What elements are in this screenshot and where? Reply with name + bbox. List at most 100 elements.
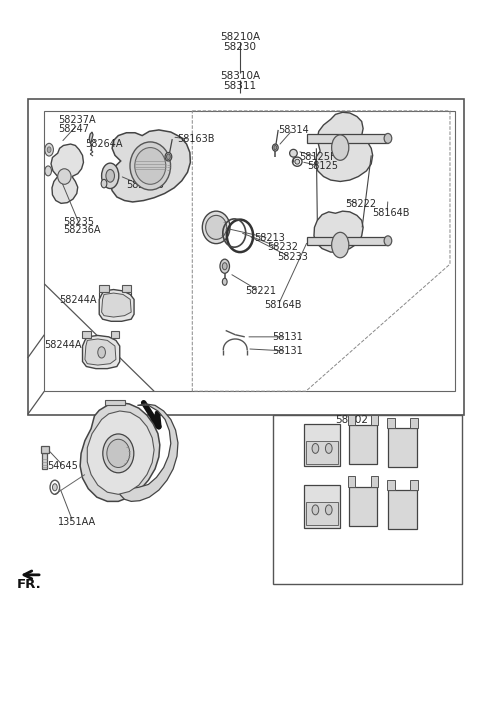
Circle shape <box>332 135 349 160</box>
Ellipse shape <box>202 211 230 244</box>
Circle shape <box>45 143 53 156</box>
Text: 58244A: 58244A <box>44 340 82 350</box>
Ellipse shape <box>165 152 172 161</box>
Ellipse shape <box>273 144 278 151</box>
Circle shape <box>274 145 277 150</box>
Text: 58210A: 58210A <box>220 32 260 42</box>
Ellipse shape <box>103 434 134 473</box>
Ellipse shape <box>289 150 297 157</box>
Ellipse shape <box>135 147 166 184</box>
Text: 54645: 54645 <box>47 461 78 471</box>
Text: 58235: 58235 <box>63 217 95 227</box>
Polygon shape <box>388 491 417 530</box>
Polygon shape <box>42 453 47 469</box>
Text: 58222: 58222 <box>345 199 376 209</box>
Circle shape <box>101 179 107 188</box>
Polygon shape <box>348 476 356 487</box>
Text: 58311: 58311 <box>223 81 257 91</box>
Text: 58236A: 58236A <box>63 225 101 235</box>
Polygon shape <box>99 289 134 321</box>
Polygon shape <box>80 403 160 501</box>
Polygon shape <box>348 415 356 425</box>
Polygon shape <box>304 485 340 527</box>
Bar <box>28 99 464 415</box>
Polygon shape <box>87 411 154 494</box>
Circle shape <box>325 444 332 453</box>
Circle shape <box>52 484 57 491</box>
Text: 58230: 58230 <box>224 43 256 52</box>
Polygon shape <box>102 293 131 317</box>
Polygon shape <box>83 335 120 369</box>
Text: 58247: 58247 <box>58 123 89 133</box>
Polygon shape <box>121 285 131 292</box>
Text: 58131: 58131 <box>273 332 303 342</box>
Polygon shape <box>307 237 388 245</box>
Circle shape <box>45 166 51 176</box>
Circle shape <box>102 163 119 189</box>
Text: 58164B: 58164B <box>372 208 410 218</box>
Polygon shape <box>111 331 119 337</box>
Polygon shape <box>349 487 377 526</box>
Polygon shape <box>306 502 338 525</box>
Text: 58164B: 58164B <box>264 300 301 310</box>
Circle shape <box>220 259 229 273</box>
Circle shape <box>98 347 106 358</box>
Polygon shape <box>410 480 418 491</box>
Circle shape <box>167 154 170 160</box>
Ellipse shape <box>384 133 392 143</box>
Circle shape <box>312 505 319 515</box>
Polygon shape <box>306 441 338 464</box>
Polygon shape <box>82 331 91 337</box>
Text: 58244A: 58244A <box>60 295 97 305</box>
Circle shape <box>222 263 227 269</box>
Ellipse shape <box>384 236 392 246</box>
Polygon shape <box>371 476 378 487</box>
Text: 58232: 58232 <box>267 242 298 252</box>
Circle shape <box>332 233 349 258</box>
Polygon shape <box>99 285 109 292</box>
Circle shape <box>325 505 332 515</box>
Circle shape <box>312 444 319 453</box>
Polygon shape <box>410 418 418 428</box>
Text: 58233: 58233 <box>277 252 308 262</box>
Text: 58125F: 58125F <box>300 152 336 162</box>
Polygon shape <box>85 339 116 365</box>
Polygon shape <box>314 211 363 252</box>
Circle shape <box>47 147 51 152</box>
Polygon shape <box>388 428 417 467</box>
Text: FR.: FR. <box>17 578 41 591</box>
Ellipse shape <box>107 440 130 467</box>
Text: 58237A: 58237A <box>58 115 96 125</box>
Bar <box>274 415 462 584</box>
Polygon shape <box>51 144 84 203</box>
Polygon shape <box>41 446 48 453</box>
Text: 1351AA: 1351AA <box>58 517 96 527</box>
Text: 58222B: 58222B <box>126 180 164 190</box>
Text: 58125: 58125 <box>307 161 338 171</box>
Polygon shape <box>120 404 178 501</box>
Ellipse shape <box>205 216 227 240</box>
Text: 58310A: 58310A <box>220 70 260 81</box>
Ellipse shape <box>130 142 170 190</box>
Text: 58302: 58302 <box>336 415 369 425</box>
Bar <box>44 111 455 391</box>
Polygon shape <box>315 112 372 182</box>
Polygon shape <box>304 424 340 466</box>
Polygon shape <box>110 130 191 202</box>
Circle shape <box>222 278 227 285</box>
Polygon shape <box>89 132 93 143</box>
Text: 58131: 58131 <box>273 346 303 356</box>
Ellipse shape <box>58 169 71 184</box>
Polygon shape <box>371 415 378 425</box>
Text: 58314: 58314 <box>278 125 309 135</box>
Ellipse shape <box>295 160 300 164</box>
Circle shape <box>106 169 115 182</box>
Text: 58264A: 58264A <box>85 139 122 149</box>
Polygon shape <box>106 401 125 406</box>
Polygon shape <box>349 425 377 464</box>
Polygon shape <box>307 134 388 143</box>
Text: 58163B: 58163B <box>177 134 215 144</box>
Text: 58213: 58213 <box>254 233 285 243</box>
Text: 58221: 58221 <box>245 286 276 296</box>
Polygon shape <box>387 418 395 428</box>
